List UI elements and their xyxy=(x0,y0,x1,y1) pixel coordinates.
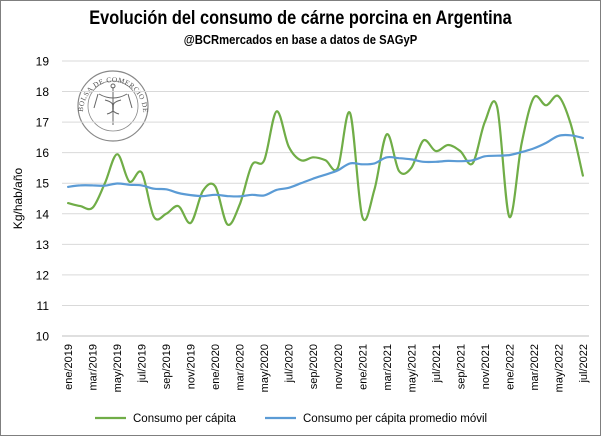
y-tick-10: 10 xyxy=(36,330,50,344)
x-tick-label: ene/2022 xyxy=(504,344,516,390)
y-tick-16: 16 xyxy=(36,146,50,160)
x-tick-label: sep/2021 xyxy=(455,344,467,389)
series-consumo-per-capita xyxy=(67,94,584,227)
gridlines xyxy=(62,60,589,306)
bcr-seal-logo: BOLSA DE COMERCIO DE ROSARIO xyxy=(0,0,150,142)
y-tick-18: 18 xyxy=(36,85,50,99)
legend-entry: Consumo per cápita xyxy=(133,413,237,425)
y-tick-13: 13 xyxy=(36,238,50,252)
x-tick-label: may/2022 xyxy=(553,344,565,392)
chart-subtitle: @BCRmercados en base a datos de SAGyP xyxy=(183,33,418,47)
y-tick-14: 14 xyxy=(36,207,50,221)
y-tick-12: 12 xyxy=(36,268,50,282)
x-tick-label: mar/2022 xyxy=(529,344,541,390)
x-tick-label: mar/2021 xyxy=(382,344,394,390)
x-tick-label: nov/2020 xyxy=(333,344,345,389)
x-axis-ticks: ene/2019 mar/2019 may/2019 jul/2019 sep/2019… xyxy=(63,344,590,392)
x-tick-label: jul/2019 xyxy=(137,344,149,384)
legend: Consumo per cápita Consumo per cápita pro… xyxy=(95,413,487,425)
x-tick-label: may/2019 xyxy=(112,344,124,392)
x-tick-label: may/2020 xyxy=(259,344,271,392)
x-tick-label: ene/2019 xyxy=(63,344,75,390)
x-tick-label: jul/2020 xyxy=(284,344,296,384)
y-axis-label: Kg/hab/año xyxy=(11,167,25,229)
x-tick-label: jul/2022 xyxy=(578,344,590,384)
x-tick-label: ene/2021 xyxy=(357,344,369,390)
x-tick-label: jul/2021 xyxy=(431,344,443,384)
x-tick-label: sep/2020 xyxy=(308,344,320,389)
x-tick-label: ene/2020 xyxy=(210,344,222,390)
y-tick-11: 11 xyxy=(37,299,50,313)
x-tick-label: nov/2021 xyxy=(480,344,492,389)
y-tick-19: 19 xyxy=(36,55,50,69)
x-tick-label: may/2021 xyxy=(406,344,418,392)
y-tick-17: 17 xyxy=(36,116,50,130)
x-tick-label: mar/2020 xyxy=(235,344,247,390)
x-tick-label: nov/2019 xyxy=(186,344,198,389)
series-group xyxy=(67,94,584,227)
chart-title: Evolución del consumo de cárne porcina e… xyxy=(89,8,512,29)
x-tick-label: sep/2019 xyxy=(161,344,173,389)
series-promedio-movil xyxy=(67,133,584,198)
x-tick-label: mar/2019 xyxy=(88,344,100,390)
seal-inner-ring xyxy=(87,80,139,132)
legend-entry: Consumo per cápita promedio móvil xyxy=(303,413,487,425)
y-tick-15: 15 xyxy=(36,177,50,191)
caduceus-icon xyxy=(93,83,133,125)
y-axis-ticks: 10 11 12 13 14 15 16 17 18 19 xyxy=(36,55,50,344)
